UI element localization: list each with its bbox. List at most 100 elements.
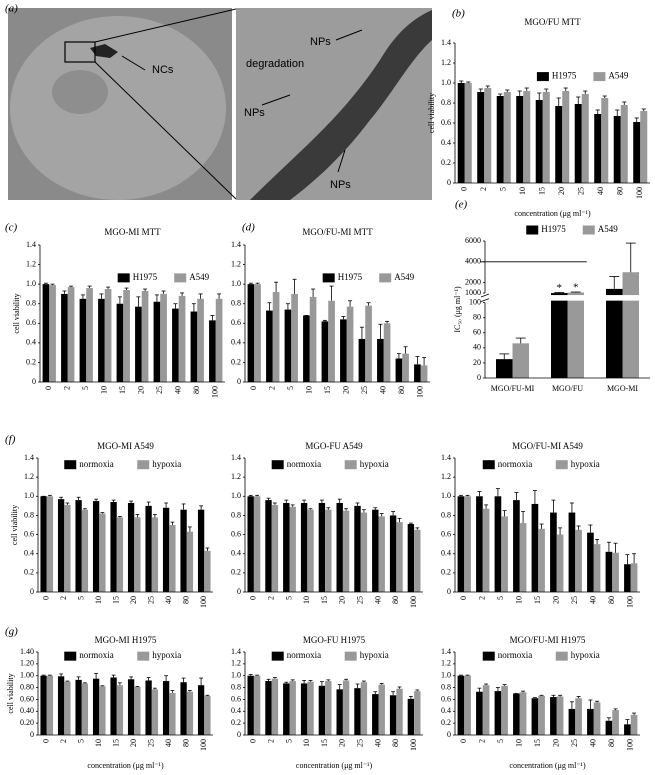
- image-label: NPs: [244, 107, 265, 119]
- bar: [57, 676, 65, 735]
- bar: [513, 693, 520, 735]
- bar: [633, 122, 641, 183]
- x-tick-label: 15: [112, 739, 121, 747]
- legend-swatch: [536, 72, 549, 82]
- bar: [135, 306, 142, 382]
- y-tick-label: 0.4: [231, 706, 241, 715]
- bar: [606, 288, 623, 378]
- break-mark: [480, 293, 490, 298]
- y-tick-label: 0.80: [20, 682, 34, 691]
- x-tick-label: 40: [174, 386, 183, 394]
- bar: [556, 534, 564, 592]
- bar: [574, 104, 582, 183]
- bar: [75, 679, 82, 735]
- bar: [605, 720, 613, 735]
- x-tick-label: 100: [626, 596, 635, 608]
- y-tick-label: 0: [447, 730, 451, 739]
- bar: [420, 365, 428, 382]
- bar: [494, 691, 502, 735]
- y-tick-label: 0: [30, 730, 34, 739]
- x-axis-label: concentration (μg ml⁻¹): [514, 209, 591, 218]
- y-tick-label: 1.2: [26, 259, 36, 268]
- bar: [620, 105, 628, 183]
- x-tick-label: 100: [626, 739, 635, 751]
- y-tick-label: 0.6: [26, 318, 36, 327]
- y-tick-label: 0.4: [231, 338, 241, 347]
- bar: [496, 359, 513, 378]
- bar: [513, 500, 520, 592]
- bar: [365, 305, 372, 382]
- bar: [389, 695, 397, 735]
- legend-swatch: [64, 460, 77, 470]
- bar: [501, 516, 508, 592]
- x-tick-label: 80: [182, 596, 191, 604]
- x-tick-label: 2: [478, 596, 487, 600]
- bar: [378, 684, 385, 735]
- bar: [612, 552, 619, 592]
- bar: [204, 550, 211, 592]
- panel-label: (c): [5, 222, 18, 234]
- y-tick-label: 1.0: [441, 671, 451, 680]
- x-tick-label: 0: [249, 739, 258, 743]
- legend-swatch: [271, 460, 284, 470]
- bar: [605, 551, 613, 592]
- y-tick-label: 80: [473, 313, 481, 322]
- x-tick-label: 2: [267, 596, 276, 600]
- bar: [328, 300, 335, 382]
- arrow: [335, 29, 363, 41]
- bar: [197, 298, 204, 382]
- bar: [215, 298, 223, 382]
- bar: [464, 496, 471, 592]
- bar: [538, 695, 545, 735]
- y-tick-label: 0: [447, 587, 451, 596]
- bar: [307, 681, 314, 735]
- y-tick-label: 0.6: [231, 694, 241, 703]
- bar: [64, 681, 71, 735]
- bar: [325, 509, 332, 592]
- x-tick-label: 0: [249, 596, 258, 600]
- y-tick-label: 1.0: [441, 78, 451, 87]
- x-tick-label: 20: [129, 596, 138, 604]
- panel-label: (f): [5, 434, 16, 446]
- legend-label: hypoxia: [152, 459, 181, 469]
- bar: [550, 697, 557, 735]
- zoom-line: [94, 8, 237, 43]
- bar: [289, 506, 296, 592]
- legend-label: hypoxia: [152, 650, 181, 660]
- bar: [46, 496, 54, 592]
- x-tick-label: 40: [164, 596, 173, 604]
- annotation: *: [557, 282, 563, 294]
- x-tick-label: 5: [286, 386, 295, 390]
- y-tick-label: 0.8: [441, 510, 451, 519]
- legend-label: H1975: [541, 224, 566, 234]
- bar: [325, 681, 332, 735]
- x-tick-label: 40: [379, 386, 388, 394]
- x-tick-label: 25: [570, 739, 579, 747]
- legend-label: normoxia: [498, 650, 533, 660]
- x-tick-label: 0: [42, 596, 51, 600]
- x-tick-label: 100: [635, 187, 644, 199]
- y-tick-label: 1.4: [231, 240, 241, 249]
- bar: [342, 510, 350, 592]
- bar: [360, 682, 368, 735]
- x-tick-label: 80: [607, 739, 616, 747]
- bar: [75, 500, 82, 592]
- bar: [307, 509, 314, 592]
- bar: [594, 114, 602, 183]
- bar: [116, 303, 124, 382]
- bar: [247, 675, 254, 735]
- bar: [457, 496, 465, 592]
- bar: [265, 500, 272, 592]
- x-tick-label: 0: [459, 739, 468, 743]
- bar: [407, 524, 415, 592]
- bar: [568, 512, 576, 592]
- bar: [160, 293, 167, 382]
- legend-label: A549: [608, 71, 628, 81]
- x-axis-label: concentration (μg ml⁻¹): [296, 761, 373, 770]
- x-tick-label: 10: [515, 596, 524, 604]
- bar: [516, 96, 524, 183]
- y-tick-label: 0.8: [231, 682, 241, 691]
- x-tick-label: 100: [409, 739, 418, 751]
- bar: [354, 688, 361, 735]
